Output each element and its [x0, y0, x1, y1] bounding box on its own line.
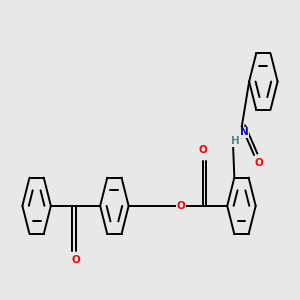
Text: O: O: [71, 255, 80, 265]
Text: N: N: [240, 128, 249, 137]
Text: H: H: [231, 136, 240, 146]
Text: O: O: [176, 201, 185, 211]
Text: O: O: [255, 158, 263, 169]
Text: O: O: [198, 146, 207, 155]
